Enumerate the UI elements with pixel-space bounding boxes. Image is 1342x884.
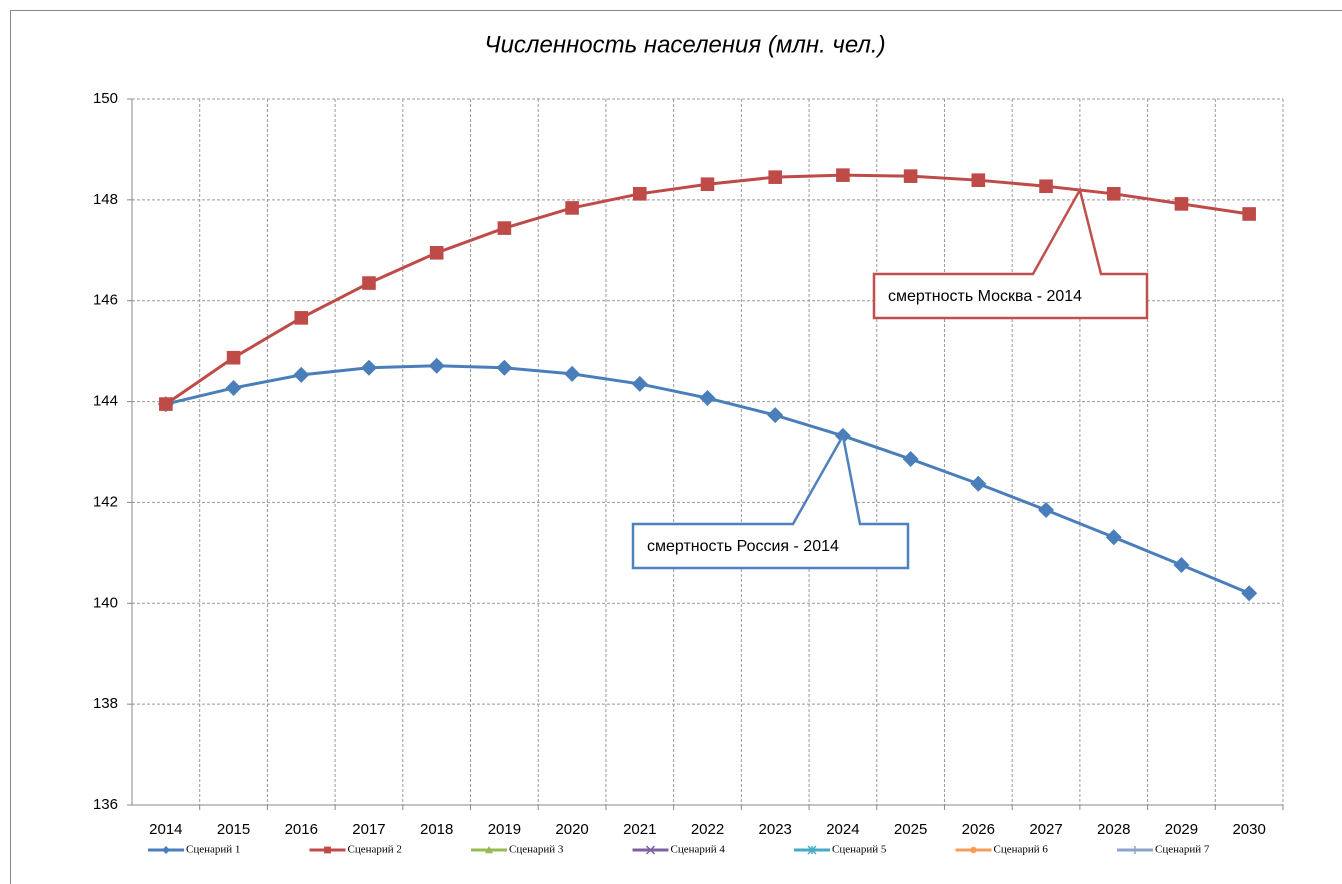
data-point (903, 169, 918, 183)
data-point (1173, 556, 1190, 573)
data-point (226, 350, 241, 365)
data-point (565, 201, 579, 215)
data-point (293, 366, 310, 383)
data-point (362, 276, 376, 290)
x-tick-label: 2024 (826, 821, 859, 838)
legend-marker (324, 846, 331, 854)
callout (631, 432, 910, 570)
data-point (159, 397, 173, 411)
x-tick-label: 2027 (1029, 821, 1062, 838)
x-tick-label: 2018 (420, 821, 453, 838)
data-point (902, 451, 919, 468)
y-tick-label: 142 (93, 493, 118, 510)
x-tick-label: 2019 (488, 821, 521, 838)
x-tick-label: 2028 (1097, 821, 1130, 838)
legend-label: Сценарий 1 (186, 844, 240, 856)
data-point (699, 390, 716, 407)
legend-label: Сценарий 4 (671, 844, 726, 856)
x-tick-label: 2025 (894, 821, 927, 838)
data-point (1105, 529, 1122, 546)
chart-border (10, 10, 1342, 884)
x-tick-label: 2017 (352, 821, 385, 838)
x-tick-label: 2021 (623, 821, 656, 838)
data-point (564, 365, 581, 382)
x-tick-label: 2014 (149, 821, 182, 838)
data-point (1039, 179, 1053, 194)
legend-marker (807, 845, 817, 855)
legend-marker (485, 846, 493, 854)
legend-marker (162, 846, 170, 854)
data-point (428, 357, 445, 374)
y-tick-label: 150 (93, 90, 118, 107)
x-tick-label: 2016 (285, 821, 318, 838)
data-point (1106, 187, 1121, 201)
legend-marker (970, 846, 977, 854)
y-tick-label: 144 (93, 393, 118, 410)
chart-title: Численность населения (млн. чел.) (484, 31, 885, 58)
data-point (1174, 197, 1189, 211)
data-point (1241, 585, 1258, 602)
callout-text: смертность Москва - 2014 (888, 288, 1082, 305)
y-tick-label: 140 (93, 594, 118, 611)
data-point (429, 246, 444, 260)
data-point (767, 407, 784, 424)
x-tick-label: 2029 (1165, 821, 1198, 838)
y-tick-label: 148 (93, 191, 118, 208)
data-point (294, 311, 309, 325)
x-tick-label: 2030 (1232, 821, 1265, 838)
legend-marker (645, 845, 656, 855)
y-tick-label: 146 (93, 292, 118, 309)
data-point (631, 375, 648, 392)
x-tick-label: 2026 (962, 821, 995, 838)
callout (872, 186, 1149, 320)
data-point (225, 379, 242, 396)
data-point (497, 221, 512, 235)
callout-text: смертность Россия - 2014 (647, 538, 839, 555)
legend-label: Сценарий 3 (509, 844, 564, 856)
y-tick-label: 138 (93, 695, 118, 712)
data-point (970, 475, 987, 492)
data-point (632, 187, 647, 201)
data-point (700, 177, 715, 192)
legend-marker (1131, 846, 1139, 854)
data-point (971, 173, 986, 187)
data-point (1038, 501, 1055, 518)
x-tick-label: 2022 (691, 821, 724, 838)
data-point (836, 168, 850, 182)
legend-label: Сценарий 5 (832, 844, 887, 856)
x-tick-label: 2020 (555, 821, 588, 838)
data-point (1242, 207, 1256, 221)
legend-label: Сценарий 7 (1155, 844, 1210, 856)
data-point (768, 170, 783, 184)
data-point (360, 359, 377, 376)
data-point (496, 359, 513, 376)
legend-label: Сценарий 2 (348, 844, 402, 856)
x-tick-label: 2015 (217, 821, 250, 838)
y-tick-label: 136 (93, 796, 118, 813)
x-tick-label: 2023 (759, 821, 792, 838)
legend-label: Сценарий 6 (994, 844, 1049, 856)
